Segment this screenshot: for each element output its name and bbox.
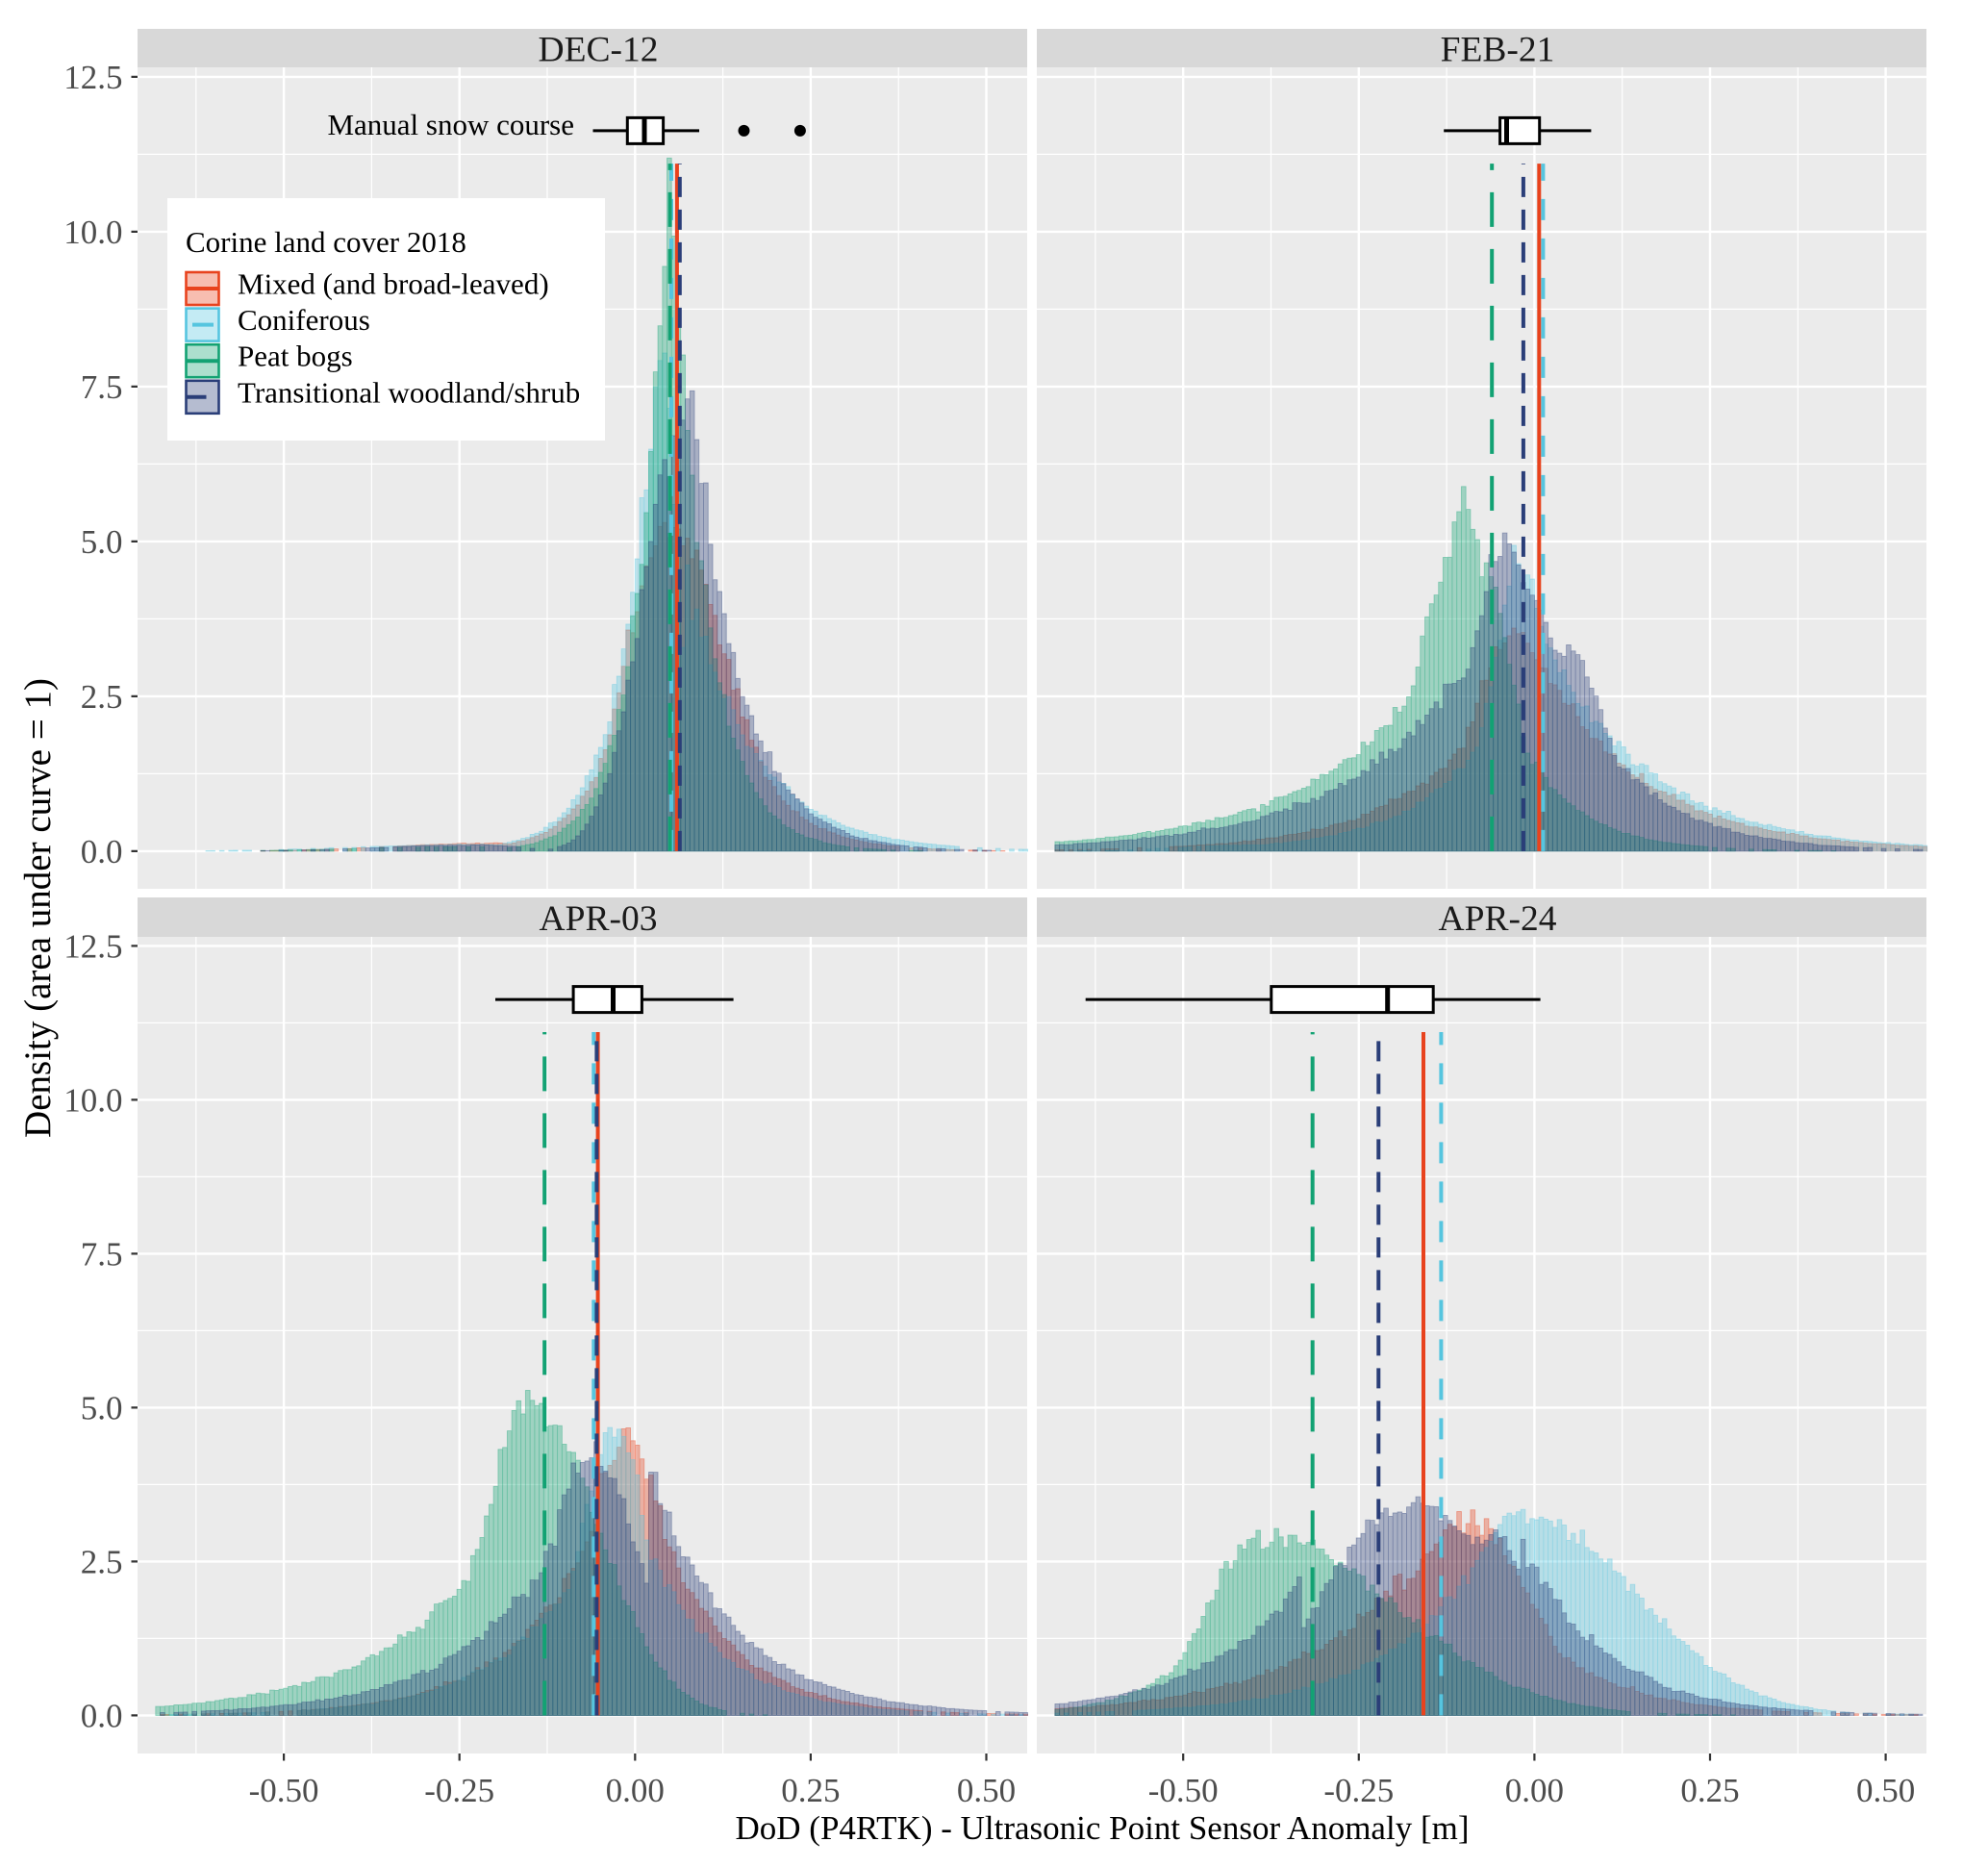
svg-text:APR-24: APR-24 — [1439, 899, 1557, 939]
svg-text:Coniferous: Coniferous — [238, 303, 370, 337]
svg-text:DoD (P4RTK) - Ultrasonic Point: DoD (P4RTK) - Ultrasonic Point Sensor An… — [736, 1809, 1470, 1847]
svg-text:-0.50: -0.50 — [249, 1772, 319, 1809]
svg-text:Transitional woodland/shrub: Transitional woodland/shrub — [238, 375, 580, 409]
svg-text:Peat bogs: Peat bogs — [238, 340, 353, 373]
svg-text:0.25: 0.25 — [1680, 1772, 1739, 1809]
svg-text:0.0: 0.0 — [81, 1697, 123, 1734]
svg-text:0.0: 0.0 — [81, 833, 123, 870]
svg-text:12.5: 12.5 — [63, 927, 122, 965]
svg-text:5.0: 5.0 — [81, 1389, 123, 1426]
svg-text:Density (area under curve = 1): Density (area under curve = 1) — [17, 678, 59, 1138]
svg-text:12.5: 12.5 — [63, 59, 122, 96]
svg-text:10.0: 10.0 — [63, 1081, 122, 1119]
svg-text:APR-03: APR-03 — [540, 899, 658, 939]
svg-text:2.5: 2.5 — [81, 1543, 123, 1580]
svg-text:0.00: 0.00 — [606, 1772, 665, 1809]
svg-text:Manual snow course: Manual snow course — [327, 108, 574, 141]
svg-text:0.25: 0.25 — [781, 1772, 840, 1809]
svg-text:7.5: 7.5 — [81, 368, 123, 406]
svg-text:0.50: 0.50 — [1856, 1772, 1915, 1809]
svg-text:DEC-12: DEC-12 — [539, 31, 659, 70]
svg-text:-0.25: -0.25 — [424, 1772, 494, 1809]
svg-text:Corine land cover 2018: Corine land cover 2018 — [186, 225, 466, 259]
svg-text:FEB-21: FEB-21 — [1441, 31, 1555, 70]
svg-text:5.0: 5.0 — [81, 523, 123, 561]
svg-text:7.5: 7.5 — [81, 1235, 123, 1273]
svg-text:-0.25: -0.25 — [1323, 1772, 1394, 1809]
svg-text:-0.50: -0.50 — [1148, 1772, 1219, 1809]
svg-text:0.00: 0.00 — [1505, 1772, 1564, 1809]
svg-text:2.5: 2.5 — [81, 678, 123, 716]
svg-text:0.50: 0.50 — [957, 1772, 1016, 1809]
svg-text:10.0: 10.0 — [63, 214, 122, 251]
svg-text:Mixed (and broad-leaved): Mixed (and broad-leaved) — [238, 267, 549, 301]
